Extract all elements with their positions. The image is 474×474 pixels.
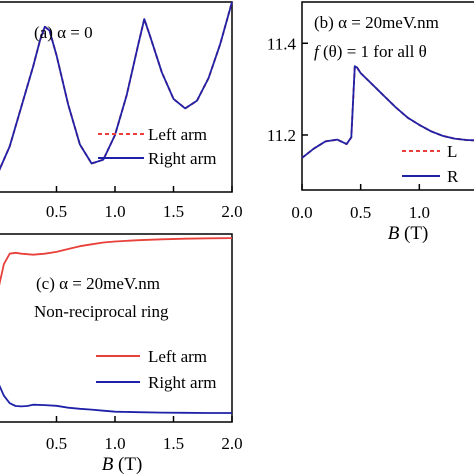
panel-c-ticks: 0.5 1.0 1.5 2.0 [46,416,243,453]
panel-c-x-tick-label: 1.0 [104,434,125,453]
panel-a-label: (a) α = 0 [34,23,93,42]
panel-a-x-tick-label: 2.0 [221,202,242,221]
panel-a-curve-right-arm [0,1,233,171]
panel-b-ticks: 0.0 0.5 1.0 11.2 11.4 [267,34,430,222]
panel-a-legend-label-left-arm: Left arm [148,125,207,144]
panel-b-xlabel-text-symbol: B [388,223,400,244]
panel-b-xlabel: B (T) [388,223,429,244]
panel-a-legend: Left arm Right arm [98,125,216,168]
panel-c-curve-right-arm [0,384,232,414]
panel-b-curves [301,65,474,159]
panel-b-y-tick-label: 11.4 [267,34,297,53]
panel-b-y-tick-label: 11.2 [267,126,296,145]
panel-b-x-tick-label: 0.5 [350,203,371,222]
panel-c-x-tick-label: 2.0 [221,434,242,453]
panel-a-ticks: 0.5 1.0 1.5 2.0 [46,186,243,221]
panel-b-annotation-symbol: f [314,42,321,61]
panel-c-xlabel-text: B (T) [102,454,143,474]
panel-c-legend-label-right-arm: Right arm [148,373,216,392]
panel-c-curves [0,237,233,414]
panel-b-xlabel-text: B (T) [388,223,429,244]
panel-b-label: (b) α = 20meV.nm [314,13,439,32]
panel-c-x-tick-label: 1.5 [163,434,184,453]
panel-c-annotation: Non-reciprocal ring [34,302,169,321]
panel-b-annotation-rest: (θ) = 1 for all θ [319,42,427,61]
panel-b-x-tick-label: 1.0 [409,203,430,222]
panel-c-legend: Left arm Right arm [96,347,216,392]
panel-c-legend-label-left-arm: Left arm [148,347,207,366]
panel-a-x-tick-label: 0.5 [46,202,67,221]
panel-b-x-tick-label: 0.0 [291,203,312,222]
panel-b-legend: L R [402,142,459,186]
panel-b: 0.0 0.5 1.0 11.2 11.4 (b) α = 20meV.nm f (θ)… [267,1,474,244]
panel-c-frame [0,233,233,423]
panel-c: 0.5 1.0 1.5 2.0 (c) α = 20meV.nm Non-recipr… [0,233,243,474]
panel-a: 0.5 1.0 1.5 2.0 (a) α = 0 Left arm Right ar… [0,1,243,221]
panel-b-frame [301,1,474,191]
panel-c-curve-left-arm [0,237,233,286]
panel-b-legend-label-r: R [447,167,459,186]
panel-b-annotation: f (θ) = 1 for all θ [314,42,427,61]
panel-c-x-tick-label: 0.5 [46,434,67,453]
panel-c-label: (c) α = 20meV.nm [36,274,160,293]
panel-a-curves [0,1,233,171]
panel-b-curve-r [301,65,474,159]
panel-c-xlabel: B (T) [102,454,143,474]
panel-a-legend-label-right-arm: Right arm [148,149,216,168]
panel-c-xlabel-text-symbol: B [102,454,114,474]
panel-a-x-tick-label: 1.5 [163,202,184,221]
panel-b-xlabel-text-unit: (T) [399,223,428,244]
panel-c-xlabel-text-unit: (T) [113,454,142,474]
panel-b-legend-label-l: L [447,142,457,161]
panel-a-x-tick-label: 1.0 [104,202,125,221]
